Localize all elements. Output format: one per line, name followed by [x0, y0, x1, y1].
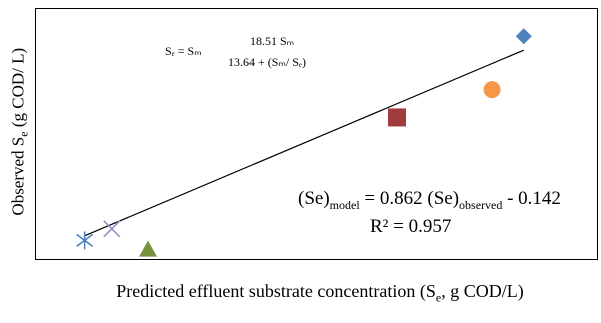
model-equation-lhs: Sₑ = Sₘ: [165, 44, 202, 58]
y-axis-label: Observed Se (g COD/ L): [8, 2, 31, 262]
plot-area: [35, 8, 598, 260]
data-point-star: [76, 231, 94, 250]
y-axis-label-head: Observed S: [8, 136, 28, 216]
x-axis-label: Predicted effluent substrate concentrati…: [80, 280, 560, 309]
fit-equation-mid: = 0.862 (Se): [359, 188, 460, 209]
x-axis-label-head: Predicted effluent substrate concentrati…: [116, 281, 436, 301]
fit-equation-mid-sub: observed: [459, 197, 503, 212]
data-point-circle: [483, 81, 501, 99]
data-point-square: [388, 108, 407, 127]
data-point-triangle: [139, 240, 158, 257]
fit-equation-lhs-sub: model: [329, 197, 360, 212]
data-point-diamond: [515, 28, 532, 45]
data-point-x: [103, 220, 121, 238]
data-point-x-stroke: [103, 220, 121, 238]
y-axis-label-sub: e: [16, 131, 31, 137]
fit-equation-tail: - 0.142: [502, 188, 561, 209]
fit-equation-lhs: (Se): [298, 188, 330, 209]
r-squared: R² = 0.957: [370, 216, 452, 237]
x-axis-label-tail: , g COD/L): [441, 281, 524, 301]
x-axis-label-sub: e: [435, 290, 442, 305]
model-equation-denominator: 13.64 + (Sₘ/ Sₑ): [228, 55, 306, 69]
fit-equation: (Se)model = 0.862 (Se)observed - 0.142: [298, 188, 561, 213]
trendline: [84, 49, 525, 237]
model-equation-numerator: 18.51 Sₘ: [250, 34, 295, 48]
y-axis-label-tail: (g COD/ L): [8, 47, 28, 132]
